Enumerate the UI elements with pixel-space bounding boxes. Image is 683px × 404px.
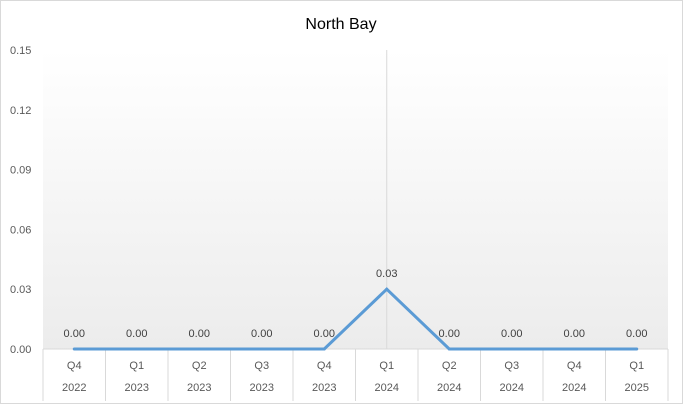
data-label: 0.00 bbox=[314, 328, 335, 340]
data-point bbox=[447, 347, 451, 351]
data-point bbox=[135, 347, 139, 351]
data-label: 0.00 bbox=[189, 328, 210, 340]
x-tick-year: 2024 bbox=[437, 382, 461, 394]
x-tick-quarter: Q4 bbox=[317, 360, 332, 372]
y-tick-label: 0.03 bbox=[10, 284, 31, 296]
data-label: 0.00 bbox=[251, 328, 272, 340]
x-tick-year: 2023 bbox=[187, 382, 211, 394]
x-tick-year: 2023 bbox=[125, 382, 149, 394]
y-tick-label: 0.09 bbox=[10, 165, 31, 177]
x-tick-year: 2024 bbox=[375, 382, 399, 394]
data-point bbox=[385, 287, 389, 291]
y-tick-label: 0.00 bbox=[10, 344, 31, 356]
series-group bbox=[72, 287, 639, 351]
data-point bbox=[572, 347, 576, 351]
x-tick-year: 2022 bbox=[62, 382, 86, 394]
y-tick-label: 0.06 bbox=[10, 224, 31, 236]
data-label: 0.00 bbox=[501, 328, 522, 340]
data-label: 0.00 bbox=[64, 328, 85, 340]
plot-area bbox=[43, 50, 668, 349]
data-label: 0.00 bbox=[439, 328, 460, 340]
x-tick-year: 2024 bbox=[562, 382, 586, 394]
x-tick-year: 2023 bbox=[250, 382, 274, 394]
data-label: 0.00 bbox=[626, 328, 647, 340]
x-tick-year: 2024 bbox=[500, 382, 524, 394]
data-point bbox=[635, 347, 639, 351]
data-point bbox=[260, 347, 264, 351]
y-axis: 0.00 0.03 0.06 0.09 0.12 0.15 bbox=[10, 45, 31, 356]
x-tick-quarter: Q4 bbox=[67, 360, 82, 372]
data-point bbox=[197, 347, 201, 351]
x-tick-quarter: Q2 bbox=[442, 360, 457, 372]
x-axis: Q4 2022 Q1 2023 Q2 2023 Q3 2023 Q4 2023 Q1 2024 Q2 20… bbox=[42, 348, 669, 401]
y-tick-label: 0.15 bbox=[10, 45, 31, 57]
x-tick-quarter: Q3 bbox=[504, 360, 519, 372]
series-line bbox=[74, 287, 637, 351]
x-tick-quarter: Q4 bbox=[567, 360, 582, 372]
x-tick-quarter: Q1 bbox=[629, 360, 644, 372]
x-tick-quarter: Q1 bbox=[379, 360, 394, 372]
data-point bbox=[510, 347, 514, 351]
data-label: 0.00 bbox=[564, 328, 585, 340]
x-tick-year: 2023 bbox=[312, 382, 336, 394]
data-label: 0.00 bbox=[126, 328, 147, 340]
x-tick-quarter: Q3 bbox=[254, 360, 269, 372]
chart-title: North Bay bbox=[305, 16, 376, 33]
y-tick-label: 0.12 bbox=[10, 105, 31, 117]
data-point bbox=[322, 347, 326, 351]
data-labels: 0.00 0.00 0.00 0.00 0.00 0.03 0.00 0.00 0.00 0.00 bbox=[64, 268, 648, 340]
data-label: 0.03 bbox=[376, 268, 397, 280]
data-point bbox=[72, 347, 76, 351]
x-tick-quarter: Q2 bbox=[192, 360, 207, 372]
x-tick-quarter: Q1 bbox=[129, 360, 144, 372]
x-tick-year: 2025 bbox=[625, 382, 649, 394]
